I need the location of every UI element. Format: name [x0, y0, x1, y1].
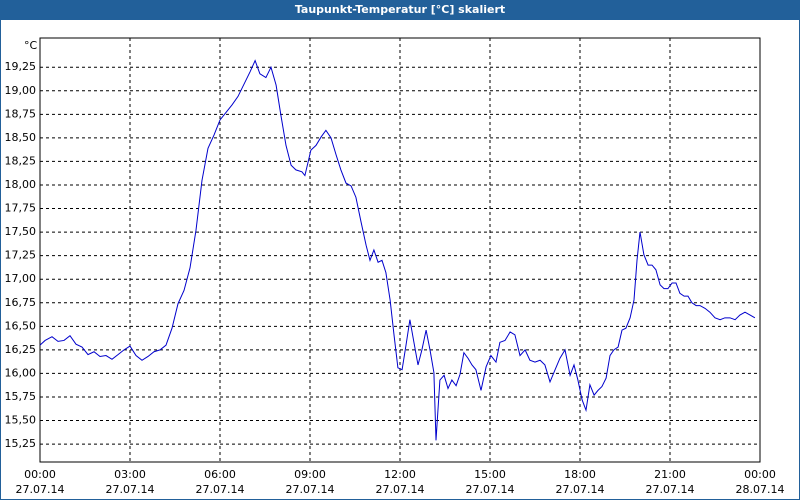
chart-title: Taupunkt-Temperatur [°C] skaliert	[295, 3, 505, 16]
x-tick-label: 03:00	[114, 468, 146, 481]
x-tick-label: 00:00	[744, 468, 776, 481]
y-tick-label: 15,50	[5, 414, 37, 427]
y-tick-label: 19,00	[5, 84, 37, 97]
y-tick-label: 17,50	[5, 225, 37, 238]
y-unit: °C	[24, 39, 38, 52]
y-tick-label: 17,25	[5, 249, 37, 262]
plot-frame	[39, 37, 761, 463]
y-tick-label: 16,00	[5, 366, 37, 379]
x-tick-date: 27.07.14	[16, 483, 65, 496]
x-tick-date: 27.07.14	[646, 483, 695, 496]
x-tick-date: 27.07.14	[286, 483, 335, 496]
x-tick-label: 00:00	[24, 468, 56, 481]
x-tick-label: 09:00	[294, 468, 326, 481]
data-line	[39, 59, 756, 441]
x-tick-date: 27.07.14	[106, 483, 155, 496]
x-tick-date: 27.07.14	[556, 483, 605, 496]
x-tick-date: 27.07.14	[466, 483, 515, 496]
y-tick-label: 17,00	[5, 272, 37, 285]
y-tick-label: 15,25	[5, 437, 37, 450]
x-tick-label: 06:00	[204, 468, 236, 481]
x-tick-date: 27.07.14	[376, 483, 425, 496]
x-tick-date: 27.07.14	[196, 483, 245, 496]
y-tick-label: 19,25	[5, 60, 37, 73]
y-tick-label: 17,75	[5, 202, 37, 215]
y-tick-label: 18,25	[5, 154, 37, 167]
x-tick-label: 15:00	[474, 468, 506, 481]
title-bar	[0, 0, 800, 20]
x-tick-label: 18:00	[564, 468, 596, 481]
y-tick-label: 16,50	[5, 319, 37, 332]
x-tick-label: 21:00	[654, 468, 686, 481]
x-tick-date: 28.07.14	[736, 483, 785, 496]
y-tick-label: 18,00	[5, 178, 37, 191]
y-tick-label: 16,25	[5, 343, 37, 356]
y-tick-label: 18,50	[5, 131, 37, 144]
y-tick-label: 16,75	[5, 296, 37, 309]
y-tick-label: 18,75	[5, 107, 37, 120]
x-tick-label: 12:00	[384, 468, 416, 481]
y-tick-label: 15,75	[5, 390, 37, 403]
